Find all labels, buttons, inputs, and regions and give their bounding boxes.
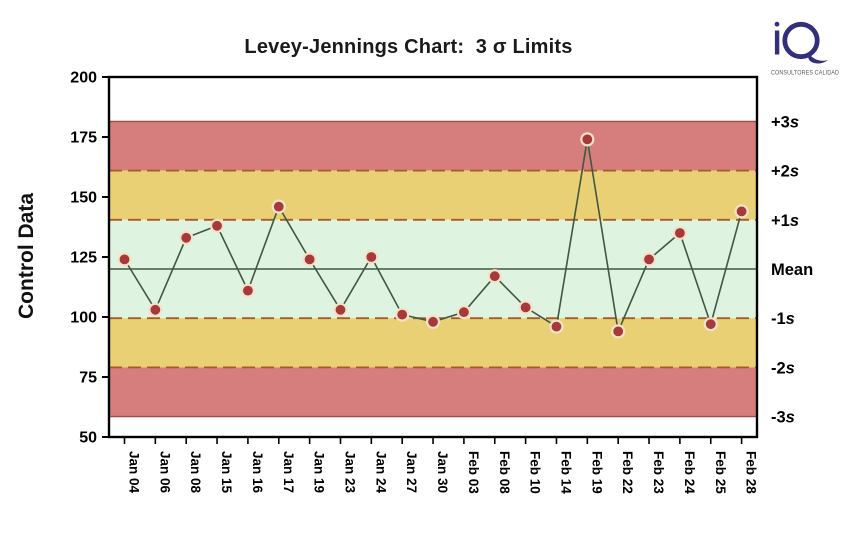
svg-text:Feb 28: Feb 28: [744, 451, 759, 494]
svg-text:Jan 30: Jan 30: [435, 451, 450, 493]
svg-text:+2s: +2s: [771, 163, 799, 181]
svg-text:75: 75: [79, 370, 97, 387]
svg-text:CONSULTORES CALIDAD: CONSULTORES CALIDAD: [771, 70, 839, 77]
svg-text:Jan 24: Jan 24: [373, 451, 388, 494]
svg-text:-3s: -3s: [771, 409, 795, 427]
svg-text:175: 175: [70, 130, 97, 147]
svg-text:200: 200: [70, 70, 97, 87]
svg-text:Feb 03: Feb 03: [466, 451, 481, 494]
svg-text:Jan 17: Jan 17: [281, 451, 296, 493]
svg-text:Jan 06: Jan 06: [157, 451, 172, 494]
svg-text:50: 50: [79, 430, 97, 447]
svg-text:Jan 08: Jan 08: [188, 451, 203, 494]
svg-text:Jan 15: Jan 15: [219, 451, 234, 494]
svg-text:Jan 19: Jan 19: [312, 451, 327, 493]
svg-text:Feb 08: Feb 08: [497, 451, 512, 494]
svg-text:150: 150: [70, 190, 97, 207]
svg-text:Jan 04: Jan 04: [127, 451, 142, 494]
svg-text:Jan 23: Jan 23: [342, 451, 357, 494]
svg-text:Feb 24: Feb 24: [682, 451, 697, 494]
svg-text:+3s: +3s: [771, 113, 799, 131]
svg-text:Feb 10: Feb 10: [528, 451, 543, 494]
svg-text:Feb 22: Feb 22: [620, 451, 635, 494]
svg-text:-1s: -1s: [771, 310, 795, 328]
svg-text:100: 100: [70, 310, 97, 327]
svg-text:Mean: Mean: [771, 261, 813, 279]
svg-text:-2s: -2s: [771, 359, 795, 377]
svg-text:Feb 19: Feb 19: [589, 451, 604, 494]
svg-text:Feb 14: Feb 14: [558, 451, 573, 494]
svg-text:Feb 25: Feb 25: [713, 451, 728, 494]
svg-text:125: 125: [70, 250, 97, 267]
svg-text:Feb 23: Feb 23: [651, 451, 666, 494]
svg-text:Jan 27: Jan 27: [404, 451, 419, 493]
svg-text:+1s: +1s: [771, 212, 799, 230]
svg-text:Jan 16: Jan 16: [250, 451, 265, 494]
